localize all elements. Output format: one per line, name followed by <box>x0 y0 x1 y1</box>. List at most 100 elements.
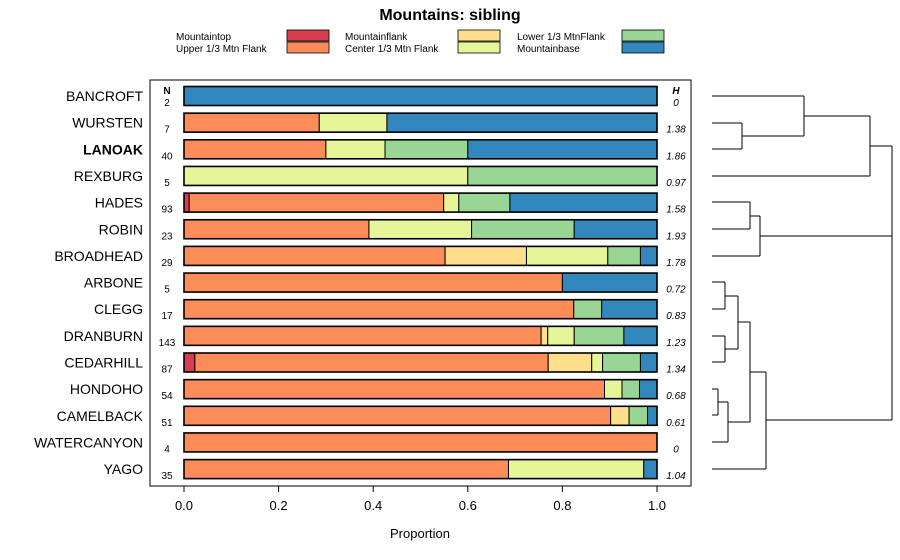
h-header: H <box>672 86 680 97</box>
h-value: 1.34 <box>666 365 686 376</box>
bar-segment <box>183 432 658 453</box>
n-value: 4 <box>164 444 170 455</box>
bar-segment <box>183 112 320 133</box>
n-value: 2 <box>164 98 170 109</box>
site-label: REXBURG <box>74 168 143 184</box>
x-tick-label: 0.2 <box>270 498 288 513</box>
x-axis-label: Proportion <box>390 526 450 541</box>
bar-segment <box>547 352 593 373</box>
bar-segment <box>602 352 641 373</box>
bar-segment <box>183 459 509 480</box>
bar-segment <box>458 192 511 213</box>
bar-segment <box>386 112 658 133</box>
bar-segment <box>183 86 658 106</box>
bar-outline <box>183 165 658 187</box>
bar-outline <box>183 378 658 400</box>
legend-label: Upper 1/3 Mtn Flank <box>176 44 268 55</box>
bar-segment <box>623 325 658 346</box>
site-label: CEDARHILL <box>64 355 143 371</box>
site-label: HADES <box>95 195 143 211</box>
n-value: 17 <box>161 311 173 322</box>
bar-segment <box>368 219 473 240</box>
bar-segment <box>573 325 625 346</box>
bar-segment <box>384 139 469 160</box>
h-value: 0 <box>673 444 679 455</box>
bar-segment <box>183 272 563 293</box>
bar-outline <box>183 218 658 240</box>
n-value: 87 <box>161 365 173 376</box>
legend-label: Mountaintop <box>176 32 231 43</box>
bar-segment <box>573 219 658 240</box>
bar-segment <box>591 352 604 373</box>
bar-segment <box>628 405 649 426</box>
x-axis: 0.0 0.2 0.4 0.6 0.8 1.0 <box>175 486 666 513</box>
bar-segment <box>183 325 542 346</box>
h-value: 1.38 <box>666 125 686 136</box>
bar-outline <box>183 272 658 293</box>
bar-segment <box>183 352 196 373</box>
legend-swatch <box>457 29 501 42</box>
n-value: 54 <box>161 391 173 402</box>
site-label: BANCROFT <box>66 88 143 104</box>
bar-segment <box>443 192 460 213</box>
n-value: 29 <box>161 258 173 269</box>
bar-segment <box>647 405 658 426</box>
n-value: 93 <box>161 205 173 216</box>
site-label: HONDOHO <box>70 381 143 397</box>
n-value: 51 <box>161 418 173 429</box>
x-tick-label: 0.4 <box>364 498 382 513</box>
bar-segment <box>643 459 658 480</box>
site-label: BROADHEAD <box>54 248 143 264</box>
n-value: 35 <box>161 471 173 482</box>
n-header: N <box>163 86 170 97</box>
bar-outline <box>183 458 658 480</box>
bar-segment <box>183 379 605 400</box>
bar-segment <box>621 379 640 400</box>
bar-segment <box>194 352 549 373</box>
bar-segment <box>547 325 575 346</box>
legend-label: Mountainbase <box>517 44 580 55</box>
site-label: ROBIN <box>99 221 143 237</box>
bar-segment <box>467 139 658 160</box>
bar-segment <box>325 139 386 160</box>
bar-segment <box>601 299 658 320</box>
h-value: 1.93 <box>666 231 686 242</box>
bar-outline <box>183 192 658 213</box>
x-tick-label: 1.0 <box>648 498 666 513</box>
bar-segment <box>444 245 527 266</box>
bar-outline <box>183 325 658 347</box>
bar-outline <box>183 405 658 427</box>
bar-segment <box>183 219 370 240</box>
bar-segment <box>561 272 658 293</box>
bar-segment <box>183 139 327 160</box>
bar-outline <box>183 85 658 107</box>
legend-label: Mountainflank <box>345 32 408 43</box>
n-value: 5 <box>164 178 170 189</box>
bar-segment <box>610 405 630 426</box>
bar-segment <box>603 379 623 400</box>
bar-outline <box>183 139 658 160</box>
bar-segment <box>188 192 445 213</box>
bar-segment <box>573 299 603 320</box>
legend-label: Lower 1/3 MtnFlank <box>517 32 606 43</box>
site-label: CLEGG <box>94 301 143 317</box>
bar-outline <box>183 298 658 320</box>
bar-outline <box>183 432 658 453</box>
h-value: 1.23 <box>666 338 686 349</box>
h-value: 0.83 <box>666 311 686 322</box>
bar-segment <box>467 165 658 186</box>
site-label: YAGO <box>104 461 144 477</box>
bar-outline <box>183 112 658 133</box>
x-tick-label: 0.6 <box>459 498 477 513</box>
bar-segment <box>507 459 645 480</box>
site-label: WATERCANYON <box>34 434 143 450</box>
legend-swatch <box>621 41 665 54</box>
legend-swatch <box>621 29 665 42</box>
site-label: DRANBURN <box>64 328 143 344</box>
legend-swatch <box>286 41 330 54</box>
bar-segment <box>183 165 469 186</box>
h-value: 1.58 <box>666 205 686 216</box>
n-value: 5 <box>164 285 170 296</box>
